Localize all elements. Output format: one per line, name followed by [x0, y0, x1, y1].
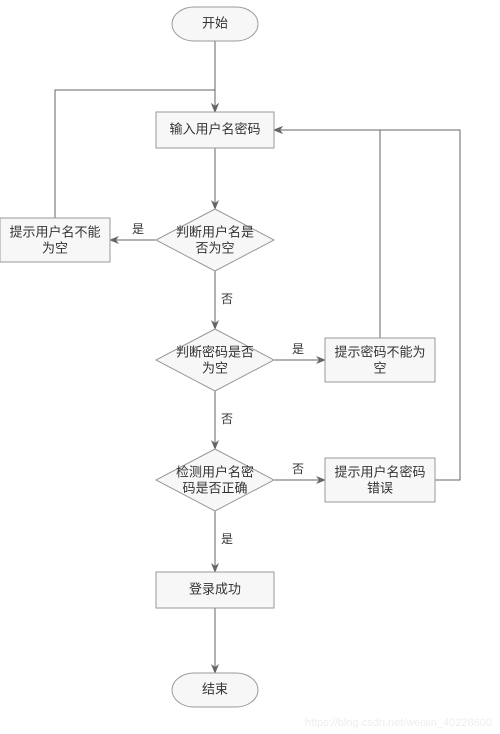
node-label-d_user-1: 判断用户名是: [176, 224, 254, 239]
edge-tip_wrong-input: [274, 130, 460, 480]
node-label-tip_pwd-2: 空: [373, 360, 386, 375]
node-label-tip_user-2: 为空: [42, 240, 68, 255]
node-d_pwd: 判断密码是否为空: [156, 329, 274, 391]
node-label-tip_wrong-2: 错误: [367, 480, 393, 495]
edge-label-3: 否: [221, 292, 233, 306]
node-label-d_pwd-1: 判断密码是否: [176, 344, 254, 359]
nodes-layer: 开始输入用户名密码判断用户名是否为空提示用户名不能为空判断密码是否为空提示密码不…: [0, 7, 435, 707]
node-label-d_check-2: 码是否正确: [182, 480, 247, 495]
edge-label-4: 是: [292, 342, 304, 356]
edge-tip_user-input: [55, 90, 215, 218]
edge-label-2: 是: [132, 222, 144, 236]
node-label-tip_pwd-1: 提示密码不能为: [334, 344, 425, 359]
node-label-success: 登录成功: [189, 581, 241, 596]
node-label-tip_wrong-1: 提示用户名密码: [334, 464, 425, 479]
node-tip_pwd: 提示密码不能为空: [325, 338, 435, 382]
node-label-d_pwd-2: 为空: [202, 360, 228, 375]
edge-label-7: 是: [221, 532, 233, 546]
node-label-end: 结束: [202, 681, 228, 696]
node-d_check: 检测用户名密码是否正确: [156, 449, 274, 511]
watermark-text: https://blog.csdn.net/weixin_40228600: [305, 717, 492, 729]
node-start: 开始: [172, 7, 258, 41]
node-input: 输入用户名密码: [156, 112, 274, 148]
flowchart-canvas: 是否是否否是 开始输入用户名密码判断用户名是否为空提示用户名不能为空判断密码是否…: [0, 0, 500, 734]
node-end: 结束: [172, 673, 258, 707]
node-label-start: 开始: [202, 15, 228, 30]
node-label-d_check-1: 检测用户名密: [176, 464, 254, 479]
node-success: 登录成功: [156, 572, 274, 608]
node-d_user: 判断用户名是否为空: [156, 209, 274, 271]
edge-tip_pwd-input: [274, 130, 380, 338]
node-tip_wrong: 提示用户名密码错误: [325, 458, 435, 502]
node-label-tip_user-1: 提示用户名不能: [9, 224, 100, 239]
edge-label-5: 否: [221, 412, 233, 426]
node-tip_user: 提示用户名不能为空: [0, 218, 110, 262]
edge-label-6: 否: [292, 462, 304, 476]
node-label-d_user-2: 否为空: [195, 240, 234, 255]
node-label-input: 输入用户名密码: [169, 121, 260, 136]
